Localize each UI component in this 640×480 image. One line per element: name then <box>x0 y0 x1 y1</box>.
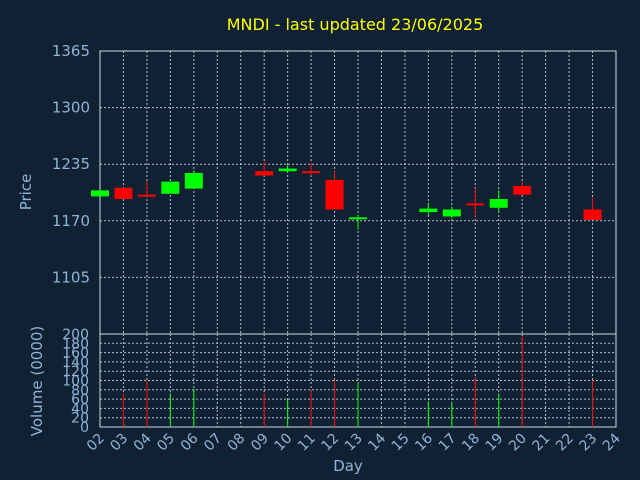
price-tick-label: 1300 <box>52 99 90 117</box>
candle-body <box>302 171 321 174</box>
candle-body <box>137 194 156 197</box>
candle-body <box>278 168 297 172</box>
candle-body <box>466 203 485 206</box>
price-tick-label: 1170 <box>52 212 90 230</box>
volume-tick-label: 20 <box>71 411 89 427</box>
x-axis-label: Day <box>333 457 363 475</box>
price-axis-label: Price <box>17 174 35 211</box>
volume-tick-label: 180 <box>62 336 89 352</box>
volume-tick-label: 120 <box>62 364 89 380</box>
volume-tick-label: 40 <box>71 401 89 417</box>
price-panel: 1105 1170 1235 1300 1365 <box>52 42 617 335</box>
chart-title: MNDI - last updated 23/06/2025 <box>227 15 484 34</box>
candle-body <box>583 209 602 220</box>
candle-body <box>184 172 203 189</box>
candle-body <box>419 208 438 213</box>
volume-tick-label: 140 <box>62 355 89 371</box>
candle-body <box>255 171 274 176</box>
candle-body <box>349 217 367 220</box>
candle-body <box>161 181 180 194</box>
candle-body <box>489 199 508 208</box>
volume-tick-label: 160 <box>62 346 89 362</box>
x-tick-labels: 02 03 04 05 06 07 08 09 10 11 12 13 14 15 16 17 18 19 20 21… <box>84 430 624 454</box>
price-tick-label: 1105 <box>52 268 90 286</box>
volume-tick-label: 0 <box>80 420 89 436</box>
candle-body <box>114 187 133 200</box>
volume-tick-label: 80 <box>71 383 89 399</box>
price-tick-label: 1235 <box>52 155 90 173</box>
volume-tick-label: 60 <box>71 392 89 408</box>
candle-body <box>325 179 344 210</box>
price-tick-label: 1365 <box>52 42 90 60</box>
volume-tick-label: 200 <box>62 327 89 343</box>
candle-body <box>442 209 461 217</box>
volume-tick-label: 100 <box>62 374 89 390</box>
candle-body <box>513 185 532 195</box>
volume-axis-label: Volume (0000) <box>28 326 46 436</box>
candle-body <box>91 190 109 197</box>
